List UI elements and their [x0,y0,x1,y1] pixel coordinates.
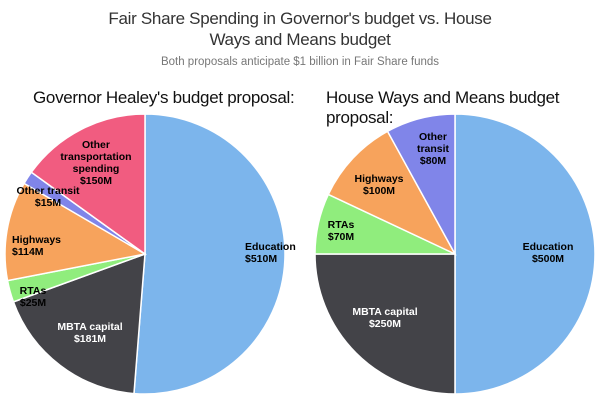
house-label-highways: Highways $100M [354,173,403,197]
house-slice-other-transit [386,113,456,255]
governor-slice-mbta-capital [12,252,146,395]
house-slice-mbta-capital [314,253,456,395]
house-slice-highways [327,130,457,256]
chart-title: Fair Share Spending in Governor's budget… [0,8,600,50]
chart-subtitle: Both proposals anticipate $1 billion in … [160,56,440,68]
house-label-other-transit: Other transit $80M [417,131,450,167]
governor-pie-title: Governor Healey's budget proposal: [33,88,295,107]
governor-slice-highways [4,182,148,282]
governor-label-mbta-capital: MBTA capital $181M [57,321,122,345]
house-label-rtas: RTAs $70M [328,219,355,243]
house-label-education: Education $500M [523,241,574,265]
governor-label-rtas: RTAs $25M [20,285,47,309]
house-pie-title: House Ways and Means budget proposal: [326,88,560,127]
governor-label-other-transportation-spending: Other transportation spending $150M [60,139,131,187]
governor-slice-other-transportation-spending [30,113,146,256]
governor-pie: Education $510M MBTA capital $181M RTAs $25M H… [4,113,296,395]
house-slice-education [454,113,596,395]
governor-label-education: Education $510M [245,241,296,265]
chart-title-line1: Fair Share Spending in Governor's budget… [108,9,492,28]
governor-label-highways: Highways $114M [12,234,61,258]
house-pie: Education $500M MBTA capital $250M RTAs $70M H… [314,113,596,395]
house-label-mbta-capital: MBTA capital $250M [352,306,417,330]
governor-label-other-transit: Other transit $15M [16,185,80,209]
chart-title-line2: Ways and Means budget [209,30,391,49]
governor-slice-education [133,113,286,395]
